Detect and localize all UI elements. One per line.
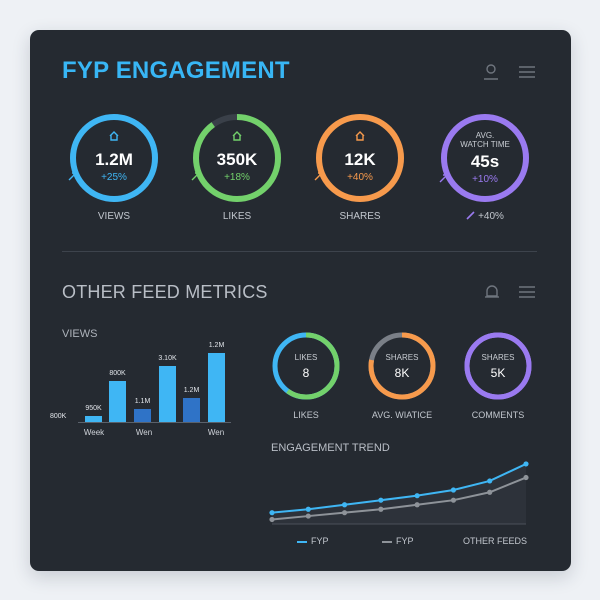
legend-label: OTHER FEEDS <box>463 536 528 546</box>
trend-point <box>378 497 384 503</box>
kpi-delta: +25% <box>68 172 160 183</box>
home-icon <box>231 130 243 142</box>
legend-label: FYP <box>396 536 414 546</box>
trend-point <box>269 510 275 516</box>
trend-point <box>450 487 457 493</box>
home-icon <box>354 130 366 142</box>
kpi-ring-arc <box>441 114 529 202</box>
bar <box>208 353 225 422</box>
trend-point <box>487 489 493 495</box>
kpi-delta: +18% <box>191 172 283 183</box>
kpi-caption: SHARES <box>339 211 381 222</box>
mini-ring-arc <box>272 332 340 400</box>
kpi-ring: AVG. WATCH TIME 45s +10% <box>439 112 531 204</box>
legend-label: FYP <box>311 536 329 546</box>
trend-point <box>305 513 311 519</box>
mini-metric-caption: AVG. WIATICE <box>371 410 433 420</box>
home-icon <box>108 130 120 142</box>
kpi-ring-arc <box>193 114 281 202</box>
bar-data-label: 1.2M <box>183 387 200 394</box>
bell-icon[interactable] <box>483 282 501 302</box>
kpi-delta: +40% <box>314 172 406 183</box>
kpi-ring: 1.2M +25% <box>68 112 160 204</box>
kpi-ring-arc <box>316 114 404 202</box>
mini-ring-arc <box>464 332 532 400</box>
kpi-delta-text: +25% <box>101 172 127 183</box>
chart-axis-line <box>78 422 231 423</box>
bar-data-label: 3.10K <box>158 354 177 362</box>
legend-swatch <box>382 541 392 543</box>
trend-point <box>305 506 311 512</box>
kpi-ring-arc <box>70 114 158 202</box>
engagement-trend-chart <box>269 461 529 525</box>
mini-metric-value: 8K <box>394 366 410 380</box>
mini-metric-value: 8 <box>302 366 310 380</box>
trend-point <box>341 502 348 508</box>
mini-metric-label: SHARES <box>385 353 419 362</box>
mini-metric-caption: LIKES <box>293 410 319 420</box>
bar <box>85 416 102 422</box>
user-icon[interactable] <box>482 63 500 81</box>
mini-metric-label: LIKES <box>294 353 318 362</box>
trend-series-line <box>271 463 527 514</box>
kpi-caption: VIEWS <box>97 211 131 222</box>
kpi-value: 45s <box>470 152 500 171</box>
kpi-sublabel: AVG. <box>475 131 495 140</box>
kpi-ring: 12K +40% <box>314 112 406 204</box>
trend-point <box>523 461 529 467</box>
bar-data-label: 800K <box>109 369 126 377</box>
trend-point <box>269 516 275 523</box>
bar-data-label: 950K <box>85 405 102 412</box>
kpi-delta-text: +40% <box>347 172 373 183</box>
kpi-sublabel: WATCH TIME <box>460 140 510 149</box>
trend-point <box>341 510 348 516</box>
bar <box>159 365 176 422</box>
x-tick-label: Wen <box>135 428 153 437</box>
trend-point <box>523 474 529 481</box>
trend-point <box>487 478 493 484</box>
section-title: OTHER FEED METRICS <box>62 282 268 302</box>
hamburger-menu-icon[interactable] <box>517 64 537 80</box>
bar-data-label: 1.1M <box>134 397 151 405</box>
kpi-value: 1.2M <box>95 150 133 169</box>
mini-metric-ring: SHARES 8K <box>367 331 437 401</box>
mini-metric-label: SHARES <box>481 353 515 362</box>
divider <box>62 251 537 252</box>
kpi-delta-text: +10% <box>472 174 498 185</box>
kpi-delta: +10% <box>439 174 531 185</box>
bar-data-label: 1.2M <box>208 342 225 349</box>
dashboard-panel: FYP ENGAGEMENT 1.2M +25% VIEWS 350K +18% LIKE… <box>30 30 571 571</box>
mini-ring-arc <box>368 332 436 400</box>
trend-point <box>450 497 457 503</box>
baseline-label: 800K <box>50 413 67 420</box>
trend-chart-title: ENGAGEMENT TREND <box>271 442 390 454</box>
bar <box>183 398 200 422</box>
kpi-outer-delta-text: +40% <box>478 211 504 222</box>
trend-point <box>378 506 384 512</box>
mini-metric-value: 5K <box>490 366 506 380</box>
bar <box>109 380 126 422</box>
kpi-caption: LIKES <box>222 211 252 222</box>
x-tick-label: Wen <box>207 428 225 437</box>
bar <box>134 408 151 422</box>
trend-point <box>414 493 420 499</box>
kpi-outer-delta: +40% <box>445 211 525 222</box>
page-title: FYP ENGAGEMENT <box>62 57 290 84</box>
views-chart-title: VIEWS <box>62 328 98 340</box>
hamburger-menu-icon[interactable] <box>517 284 537 300</box>
trend-series-line <box>271 476 527 521</box>
kpi-ring: 350K +18% <box>191 112 283 204</box>
trend-point <box>414 502 420 508</box>
trend-area <box>272 463 526 524</box>
kpi-value: 350K <box>216 150 258 169</box>
kpi-value: 12K <box>344 150 376 169</box>
x-tick-label: Week <box>83 428 105 437</box>
mini-metric-caption: COMMENTS <box>471 410 525 420</box>
mini-metric-ring: SHARES 5K <box>463 331 533 401</box>
kpi-delta-text: +18% <box>224 172 250 183</box>
mini-metric-ring: LIKES 8 <box>271 331 341 401</box>
legend-swatch <box>297 541 307 543</box>
